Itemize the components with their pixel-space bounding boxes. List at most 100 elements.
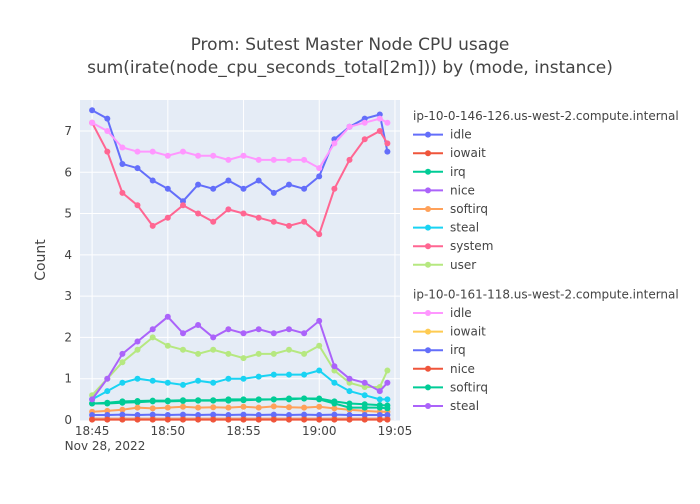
legend-swatch-marker — [425, 150, 431, 156]
data-point — [377, 405, 383, 411]
data-point — [301, 417, 307, 423]
data-point — [256, 374, 262, 380]
data-point — [241, 153, 247, 159]
data-point — [362, 136, 368, 142]
legend-label: steal — [450, 399, 479, 413]
data-point — [331, 417, 337, 423]
data-point — [89, 107, 95, 113]
data-point — [104, 400, 110, 406]
legend-item[interactable]: steal — [413, 399, 479, 413]
data-point — [286, 347, 292, 353]
data-point — [241, 376, 247, 382]
data-point — [180, 330, 186, 336]
data-point — [241, 355, 247, 361]
legend-item[interactable]: system — [413, 239, 493, 253]
data-point — [347, 157, 353, 163]
data-point — [150, 178, 156, 184]
data-point — [271, 330, 277, 336]
legend-item[interactable]: softirq — [413, 202, 488, 216]
data-point — [286, 417, 292, 423]
data-point — [195, 417, 201, 423]
data-point — [316, 318, 322, 324]
data-point — [135, 149, 141, 155]
legend-item[interactable]: idle — [413, 128, 472, 142]
legend-item[interactable]: iowait — [413, 146, 486, 160]
legend-group-title: ip-10-0-146-126.us-west-2.compute.intern… — [413, 109, 679, 123]
data-point — [104, 388, 110, 394]
data-point — [119, 190, 125, 196]
legend-label: system — [450, 239, 493, 253]
y-tick-label: 1 — [64, 372, 72, 386]
x-tick-label: 18:50 — [151, 424, 186, 438]
legend-group-title: ip-10-0-161-118.us-west-2.compute.intern… — [413, 287, 679, 301]
data-point — [241, 404, 247, 410]
data-point — [241, 330, 247, 336]
data-point — [241, 417, 247, 423]
data-point — [195, 153, 201, 159]
data-point — [286, 404, 292, 410]
data-point — [195, 397, 201, 403]
legend-item[interactable]: iowait — [413, 325, 486, 339]
data-point — [89, 120, 95, 126]
legend-swatch-marker — [425, 187, 431, 193]
data-point — [180, 417, 186, 423]
data-point — [195, 405, 201, 411]
data-point — [347, 405, 353, 411]
data-point — [241, 211, 247, 217]
data-point — [89, 396, 95, 402]
legend-label: irq — [450, 165, 466, 179]
data-point — [271, 403, 277, 409]
data-point — [165, 153, 171, 159]
legend-item[interactable]: steal — [413, 221, 479, 235]
data-point — [225, 157, 231, 163]
data-point — [256, 351, 262, 357]
data-point — [195, 351, 201, 357]
data-point — [165, 417, 171, 423]
data-point — [271, 219, 277, 225]
data-point — [150, 149, 156, 155]
data-point — [150, 223, 156, 229]
data-point — [210, 334, 216, 340]
legend-label: iowait — [450, 325, 486, 339]
legend-label: nice — [450, 183, 475, 197]
data-point — [225, 417, 231, 423]
data-point — [210, 153, 216, 159]
data-point — [135, 165, 141, 171]
legend-item[interactable]: user — [413, 258, 476, 272]
data-point — [384, 417, 390, 423]
data-point — [165, 380, 171, 386]
legend-item[interactable]: idle — [413, 306, 472, 320]
data-point — [384, 140, 390, 146]
data-point — [210, 404, 216, 410]
data-point — [165, 186, 171, 192]
legend-label: idle — [450, 306, 472, 320]
data-point — [165, 398, 171, 404]
data-point — [286, 372, 292, 378]
data-point — [301, 372, 307, 378]
x-tick-label: 19:05 — [378, 424, 413, 438]
data-point — [347, 417, 353, 423]
data-point — [195, 182, 201, 188]
data-point — [316, 396, 322, 402]
legend-item[interactable]: nice — [413, 362, 475, 376]
data-point — [316, 417, 322, 423]
legend-item[interactable]: irq — [413, 165, 466, 179]
x-tick-label: 19:00 — [302, 424, 337, 438]
legend-item[interactable]: nice — [413, 183, 475, 197]
data-point — [377, 388, 383, 394]
data-point — [119, 145, 125, 151]
data-point — [256, 215, 262, 221]
legend-label: softirq — [450, 380, 488, 394]
data-point — [180, 202, 186, 208]
data-point — [225, 178, 231, 184]
y-tick-label: 0 — [64, 413, 72, 427]
data-point — [301, 219, 307, 225]
data-point — [286, 182, 292, 188]
y-tick-label: 4 — [64, 248, 72, 262]
legend-item[interactable]: softirq — [413, 380, 488, 394]
y-tick-label: 5 — [64, 207, 72, 221]
legend-swatch-marker — [425, 169, 431, 175]
legend-item[interactable]: irq — [413, 343, 466, 357]
data-point — [195, 378, 201, 384]
data-point — [165, 405, 171, 411]
